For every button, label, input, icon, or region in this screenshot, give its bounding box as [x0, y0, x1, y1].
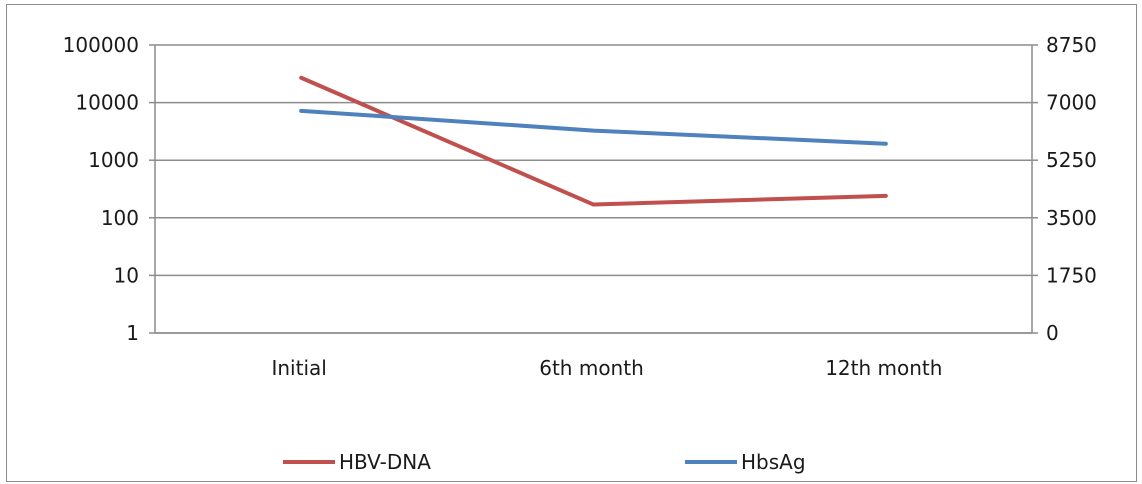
right-tick-label: 7000 — [1046, 91, 1097, 115]
legend-label: HBV-DNA — [339, 450, 431, 474]
x-axis-ticks: Initial 6th month 12th month — [271, 356, 942, 380]
x-tick-label: 6th month — [539, 356, 644, 380]
legend: HBV-DNA HbsAg — [283, 450, 806, 474]
left-axis-ticks: 1 10 100 1000 10000 100000 — [63, 33, 155, 345]
left-tick-label: 1000 — [88, 148, 139, 172]
x-tick-label: Initial — [271, 356, 326, 380]
axes — [154, 45, 1033, 334]
right-tick-label: 3500 — [1046, 206, 1097, 230]
legend-label: HbsAg — [741, 450, 806, 474]
series-line-hbsag — [299, 108, 888, 146]
right-tick-label: 5250 — [1046, 148, 1097, 172]
chart-frame — [6, 4, 1137, 482]
series — [299, 75, 888, 207]
gridlines — [155, 44, 1032, 334]
left-tick-label: 100000 — [63, 33, 139, 57]
left-tick-label: 100 — [101, 206, 139, 230]
left-tick-label: 1 — [126, 321, 139, 345]
left-tick-label: 10 — [114, 263, 139, 287]
right-axis-ticks: 0 1750 3500 5250 7000 8750 — [1032, 33, 1097, 345]
right-tick-label: 0 — [1046, 321, 1059, 345]
right-tick-label: 1750 — [1046, 263, 1097, 287]
right-tick-label: 8750 — [1046, 33, 1097, 57]
x-tick-label: 12th month — [825, 356, 942, 380]
left-tick-label: 10000 — [75, 91, 139, 115]
